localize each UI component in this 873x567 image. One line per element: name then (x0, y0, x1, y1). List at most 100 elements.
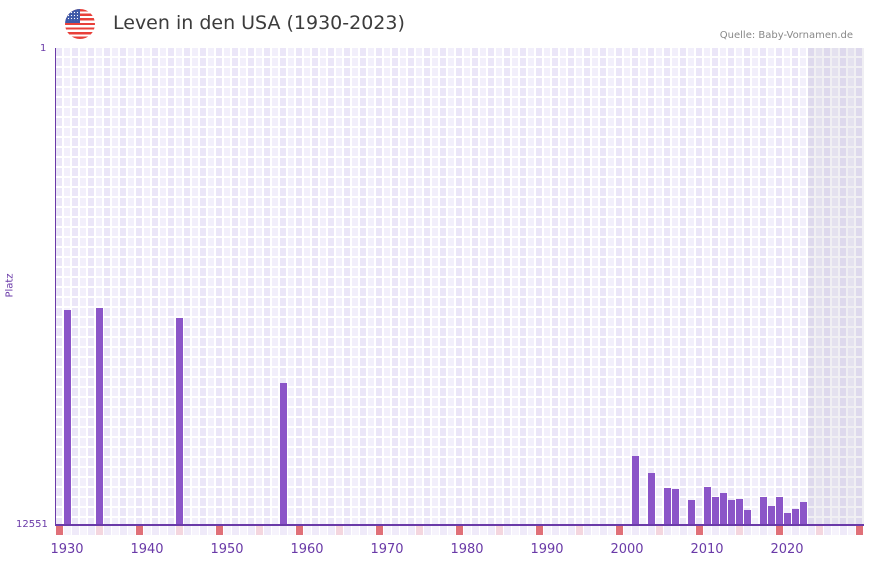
year-marker (784, 526, 791, 535)
bar-2022[interactable] (800, 501, 807, 525)
grid-column (688, 48, 694, 525)
bar-2014[interactable] (736, 498, 743, 525)
bar-2011[interactable] (712, 496, 719, 525)
grid-column (440, 48, 446, 525)
grid-column (432, 48, 438, 525)
x-tick-2010: 2010 (690, 542, 724, 557)
grid-column (304, 48, 310, 525)
grid-column (848, 48, 854, 525)
y-axis-title: Platz (4, 273, 16, 298)
year-marker (368, 526, 375, 535)
grid-column (240, 48, 246, 525)
year-marker (328, 526, 335, 535)
grid-column (824, 48, 830, 525)
grid-column (736, 48, 742, 525)
us-flag-icon (65, 9, 95, 39)
year-marker (72, 526, 79, 535)
bar-2017[interactable] (760, 496, 767, 525)
year-marker (488, 526, 495, 535)
bar-2018[interactable] (768, 505, 775, 525)
year-marker (520, 526, 527, 535)
year-marker (760, 526, 767, 535)
bar-1930[interactable] (64, 309, 71, 525)
year-marker (824, 526, 831, 535)
grid-column (776, 48, 782, 525)
year-marker (584, 526, 591, 535)
grid-column (56, 48, 62, 525)
grid-column (416, 48, 422, 525)
bar-2019[interactable] (776, 496, 783, 525)
bar-1934[interactable] (96, 307, 103, 525)
grid-column (368, 48, 374, 525)
bar-2005[interactable] (664, 487, 671, 525)
year-marker (280, 526, 287, 535)
year-marker (632, 526, 639, 535)
grid-column (456, 48, 462, 525)
grid-column (144, 48, 150, 525)
bar-2020[interactable] (784, 512, 791, 525)
year-marker (848, 526, 855, 535)
bar-2001[interactable] (632, 455, 639, 525)
grid-column (544, 48, 550, 525)
bar-2010[interactable] (704, 486, 711, 525)
year-marker (744, 526, 751, 535)
grid-column (120, 48, 126, 525)
bar-2012[interactable] (720, 492, 727, 525)
grid-column (152, 48, 158, 525)
grid-column (624, 48, 630, 525)
bar-2021[interactable] (792, 508, 799, 525)
year-marker (128, 526, 135, 535)
year-marker (424, 526, 431, 535)
bar-2006[interactable] (672, 488, 679, 525)
grid-column (536, 48, 542, 525)
grid-column (768, 48, 774, 525)
year-marker (200, 526, 207, 535)
year-marker (312, 526, 319, 535)
grid-column (288, 48, 294, 525)
bar-2008[interactable] (688, 499, 695, 525)
grid-column (696, 48, 702, 525)
year-marker (552, 526, 559, 535)
year-marker (728, 526, 735, 535)
year-marker (544, 526, 551, 535)
year-marker (272, 526, 279, 535)
grid-column (672, 48, 678, 525)
x-tick-1970: 1970 (370, 542, 404, 557)
x-tick-2020: 2020 (770, 542, 804, 557)
year-marker (376, 526, 383, 535)
grid-column (160, 48, 166, 525)
x-axis-line (55, 524, 864, 526)
grid-column (464, 48, 470, 525)
year-marker (800, 526, 807, 535)
year-marker (648, 526, 655, 535)
grid-column (336, 48, 342, 525)
bar-2015[interactable] (744, 509, 751, 525)
year-marker (288, 526, 295, 535)
grid-column (832, 48, 838, 525)
grid-column (744, 48, 750, 525)
future-years-shade (808, 48, 864, 525)
bar-1957[interactable] (280, 382, 287, 525)
grid-column (208, 48, 214, 525)
year-marker (256, 526, 263, 535)
grid-column (640, 48, 646, 525)
bar-2013[interactable] (728, 499, 735, 525)
x-tick-1930: 1930 (50, 542, 84, 557)
year-marker (640, 526, 647, 535)
year-marker (96, 526, 103, 535)
grid-column (112, 48, 118, 525)
grid-column (504, 48, 510, 525)
grid-column (200, 48, 206, 525)
grid-column (600, 48, 606, 525)
grid-column (552, 48, 558, 525)
year-marker (304, 526, 311, 535)
grid-column (424, 48, 430, 525)
grid-column (488, 48, 494, 525)
grid-column (344, 48, 350, 525)
bar-2003[interactable] (648, 472, 655, 525)
year-marker (512, 526, 519, 535)
year-marker (136, 526, 143, 535)
bar-1944[interactable] (176, 317, 183, 525)
grid-column (720, 48, 726, 525)
grid-column (520, 48, 526, 525)
